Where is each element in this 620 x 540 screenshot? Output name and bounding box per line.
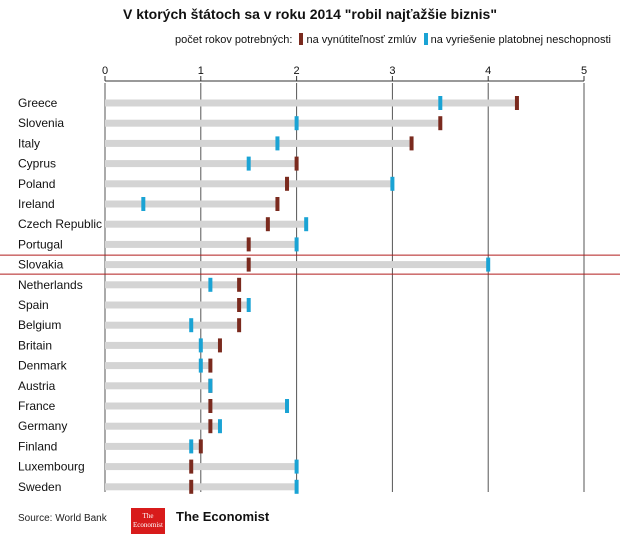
category-label: Denmark bbox=[18, 359, 68, 373]
legend-swatch-insolvency bbox=[423, 33, 428, 45]
legend-label-insolvency: na vyriešenie platobnej neschopnosti bbox=[430, 34, 611, 46]
contracts-marker bbox=[189, 459, 194, 474]
range-bar bbox=[105, 99, 517, 107]
category-label: Cyprus bbox=[18, 157, 56, 171]
insolvency-marker bbox=[141, 197, 146, 211]
category-label: Slovakia bbox=[18, 258, 64, 272]
chart-area: 0 1 2 3 4 5 Greece Slovenia Italy Cyprus Poland Ire… bbox=[0, 65, 620, 494]
range-bar bbox=[105, 119, 441, 127]
range-bar bbox=[105, 261, 489, 269]
insolvency-marker bbox=[294, 237, 299, 252]
x-tick-label: 5 bbox=[581, 65, 587, 77]
category-label: Luxembourg bbox=[18, 460, 85, 474]
category-label: Sweden bbox=[18, 480, 61, 494]
category-label: Spain bbox=[18, 298, 49, 312]
contracts-marker bbox=[198, 439, 203, 454]
contracts-marker bbox=[265, 217, 270, 232]
category-label: Poland bbox=[18, 177, 55, 191]
range-bar bbox=[105, 240, 297, 248]
range-bar bbox=[105, 382, 211, 390]
range-bar bbox=[105, 483, 297, 491]
contracts-marker bbox=[208, 358, 213, 373]
category-label: Germany bbox=[18, 419, 67, 433]
range-bar bbox=[105, 321, 240, 329]
range-bar bbox=[105, 301, 249, 309]
economist-logo: The Economist bbox=[131, 508, 165, 534]
x-tick-label: 0 bbox=[102, 65, 108, 77]
insolvency-marker bbox=[294, 459, 299, 474]
contracts-marker bbox=[294, 156, 299, 171]
legend: počet rokov potrebných: na vynútiteľnosť… bbox=[175, 33, 611, 46]
insolvency-marker bbox=[285, 399, 290, 413]
contracts-marker bbox=[514, 96, 519, 110]
range-bar bbox=[105, 463, 297, 471]
contracts-marker bbox=[246, 237, 251, 252]
insolvency-marker bbox=[390, 176, 395, 191]
insolvency-marker bbox=[189, 318, 194, 333]
logo-text: The Economist bbox=[176, 509, 270, 524]
source-note: Source: World Bank bbox=[18, 513, 107, 524]
category-label: Ireland bbox=[18, 197, 55, 211]
contracts-marker bbox=[438, 116, 443, 131]
legend-label-contracts: na vynútiteľnosť zmlúv bbox=[306, 34, 417, 46]
chart-title: V ktorých štátoch sa v roku 2014 "robil … bbox=[122, 6, 497, 22]
range-bar bbox=[105, 160, 297, 168]
range-bar bbox=[105, 200, 278, 208]
contracts-marker bbox=[189, 479, 194, 494]
category-label: Netherlands bbox=[18, 278, 83, 292]
contracts-marker bbox=[246, 257, 251, 272]
insolvency-marker bbox=[486, 257, 491, 272]
category-label: Britain bbox=[18, 338, 52, 352]
insolvency-marker bbox=[246, 156, 251, 171]
insolvency-marker bbox=[304, 217, 309, 232]
contracts-marker bbox=[237, 277, 242, 292]
x-tick-label: 1 bbox=[198, 65, 204, 77]
insolvency-marker bbox=[189, 439, 194, 454]
category-label: Belgium bbox=[18, 318, 61, 332]
range-bar bbox=[105, 139, 412, 147]
range-bar bbox=[105, 341, 220, 349]
range-bar bbox=[105, 422, 220, 430]
range-bar bbox=[105, 442, 201, 450]
category-label: Finland bbox=[18, 439, 57, 453]
insolvency-marker bbox=[217, 419, 222, 434]
contracts-marker bbox=[409, 136, 414, 151]
range-bar bbox=[105, 220, 307, 228]
range-bar bbox=[105, 180, 393, 188]
range-bar bbox=[105, 362, 211, 370]
insolvency-marker bbox=[198, 338, 203, 353]
insolvency-marker bbox=[275, 136, 280, 151]
insolvency-marker bbox=[246, 298, 251, 312]
insolvency-marker bbox=[294, 479, 299, 494]
range-bar bbox=[105, 402, 288, 410]
legend-title: počet rokov potrebných: bbox=[175, 34, 293, 46]
category-label: Greece bbox=[18, 96, 58, 110]
x-tick-label: 3 bbox=[389, 65, 395, 77]
category-label: France bbox=[18, 399, 56, 413]
x-tick-label: 2 bbox=[294, 65, 300, 77]
insolvency-marker bbox=[198, 358, 203, 373]
category-label: Slovenia bbox=[18, 116, 64, 130]
category-label: Czech Republic bbox=[18, 217, 102, 231]
contracts-marker bbox=[217, 338, 222, 353]
range-bar bbox=[105, 281, 240, 289]
legend-swatch-contracts bbox=[299, 33, 304, 45]
contracts-marker bbox=[237, 318, 242, 333]
insolvency-marker bbox=[438, 96, 443, 110]
contracts-marker bbox=[275, 197, 280, 211]
contracts-marker bbox=[285, 176, 290, 191]
contracts-marker bbox=[208, 419, 213, 434]
x-tick-label: 4 bbox=[485, 65, 491, 77]
category-label: Italy bbox=[18, 136, 40, 150]
contracts-marker bbox=[208, 399, 213, 413]
insolvency-marker bbox=[294, 116, 299, 131]
contracts-marker bbox=[237, 298, 242, 312]
insolvency-marker bbox=[208, 277, 213, 292]
category-label: Austria bbox=[18, 379, 56, 393]
insolvency-marker bbox=[208, 378, 213, 393]
category-label: Portugal bbox=[18, 237, 63, 251]
